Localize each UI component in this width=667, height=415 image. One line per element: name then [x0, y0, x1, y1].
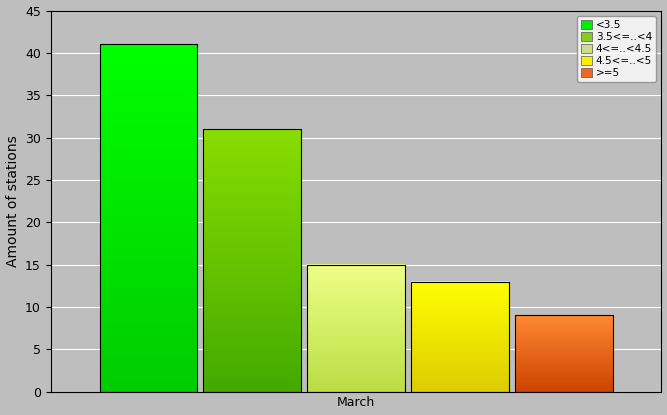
Legend: <3.5, 3.5<=..<4, 4<=..<4.5, 4.5<=..<5, >=5: <3.5, 3.5<=..<4, 4<=..<4.5, 4.5<=..<5, >… [577, 16, 656, 83]
Y-axis label: Amount of stations: Amount of stations [5, 135, 19, 267]
Bar [515, 315, 612, 392]
Bar [203, 129, 301, 392]
Bar [411, 281, 509, 392]
Bar [307, 265, 405, 392]
Bar [99, 44, 197, 392]
